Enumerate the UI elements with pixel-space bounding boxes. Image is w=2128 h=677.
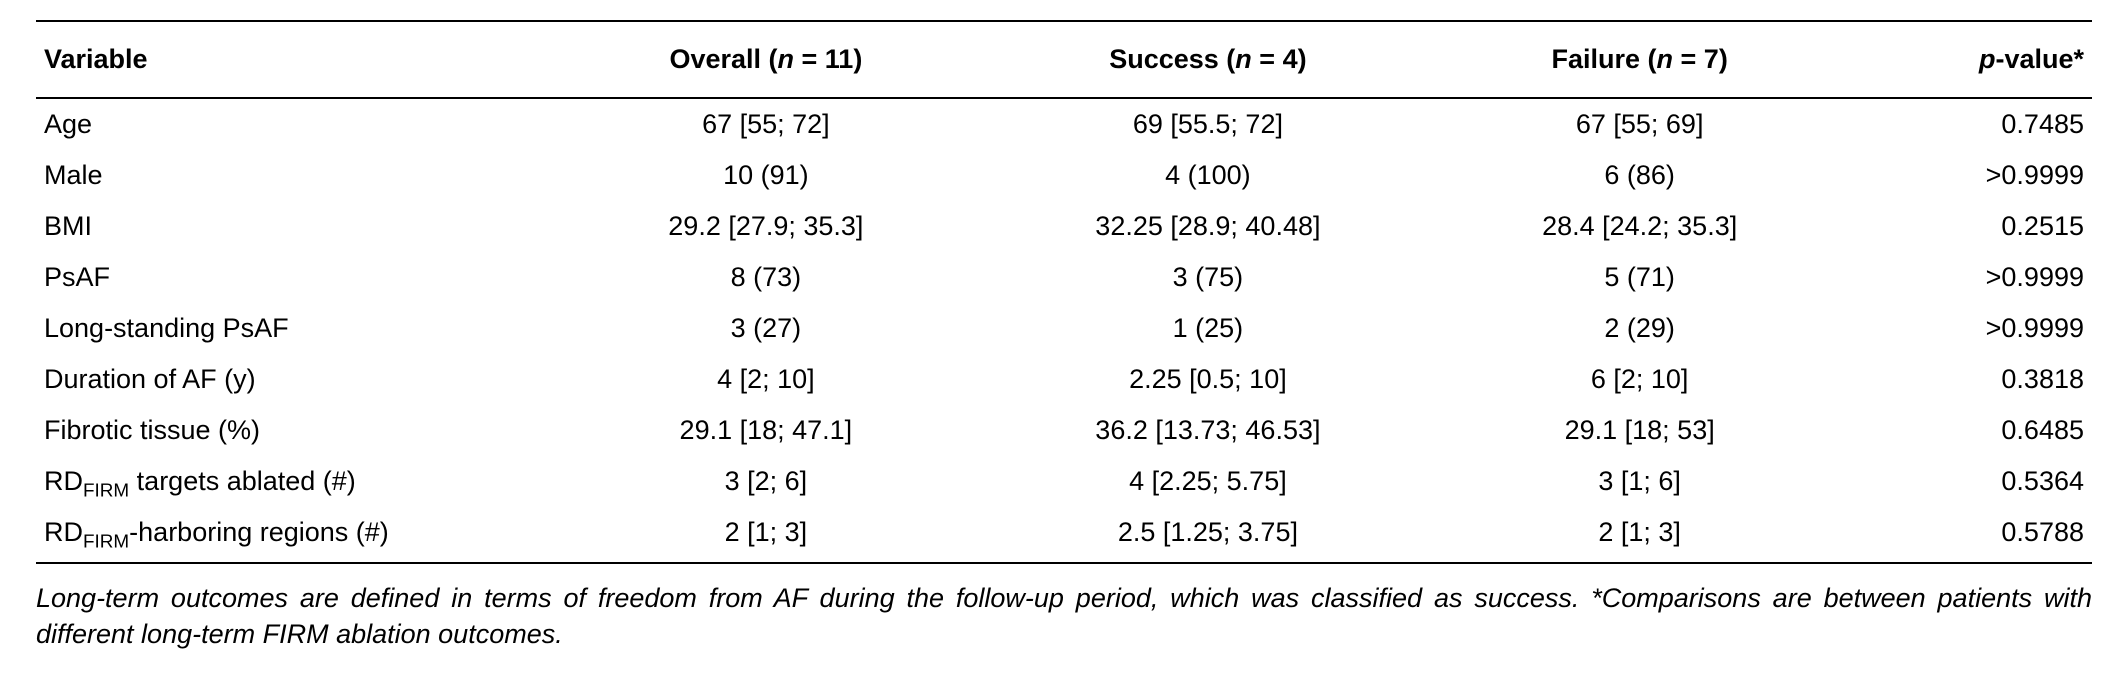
cell-success: 2.25 [0.5; 10] (982, 354, 1434, 405)
table-body: Age67 [55; 72]69 [55.5; 72]67 [55; 69]0.… (36, 98, 2092, 563)
table-footnote: Long-term outcomes are defined in terms … (36, 564, 2092, 653)
cell-overall: 29.1 [18; 47.1] (550, 405, 982, 456)
table-row: Age67 [55; 72]69 [55.5; 72]67 [55; 69]0.… (36, 98, 2092, 150)
data-table: Variable Overall (n = 11) Success (n = 4… (36, 20, 2092, 564)
cell-pvalue: 0.6485 (1845, 405, 2092, 456)
cell-success: 69 [55.5; 72] (982, 98, 1434, 150)
table-row: PsAF8 (73)3 (75)5 (71)>0.9999 (36, 252, 2092, 303)
table-row: Fibrotic tissue (%)29.1 [18; 47.1]36.2 [… (36, 405, 2092, 456)
row-label: Fibrotic tissue (%) (36, 405, 550, 456)
cell-overall: 2 [1; 3] (550, 507, 982, 563)
table-row: Duration of AF (y)4 [2; 10]2.25 [0.5; 10… (36, 354, 2092, 405)
cell-success: 36.2 [13.73; 46.53] (982, 405, 1434, 456)
cell-failure: 3 [1; 6] (1434, 456, 1845, 507)
col-header-variable: Variable (36, 21, 550, 98)
cell-success: 3 (75) (982, 252, 1434, 303)
cell-overall: 29.2 [27.9; 35.3] (550, 201, 982, 252)
cell-failure: 28.4 [24.2; 35.3] (1434, 201, 1845, 252)
col-header-success: Success (n = 4) (982, 21, 1434, 98)
col-header-failure: Failure (n = 7) (1434, 21, 1845, 98)
row-label: RDFIRM-harboring regions (#) (36, 507, 550, 563)
table-row: BMI29.2 [27.9; 35.3]32.25 [28.9; 40.48]2… (36, 201, 2092, 252)
row-label: Male (36, 150, 550, 201)
row-label: RDFIRM targets ablated (#) (36, 456, 550, 507)
table-container: Variable Overall (n = 11) Success (n = 4… (0, 0, 2128, 677)
cell-success: 1 (25) (982, 303, 1434, 354)
cell-success: 4 [2.25; 5.75] (982, 456, 1434, 507)
header-row: Variable Overall (n = 11) Success (n = 4… (36, 21, 2092, 98)
table-row: RDFIRM targets ablated (#)3 [2; 6]4 [2.2… (36, 456, 2092, 507)
cell-failure: 6 (86) (1434, 150, 1845, 201)
cell-overall: 8 (73) (550, 252, 982, 303)
cell-failure: 5 (71) (1434, 252, 1845, 303)
col-header-pvalue: p-value* (1845, 21, 2092, 98)
col-header-overall: Overall (n = 11) (550, 21, 982, 98)
table-row: Male10 (91)4 (100)6 (86)>0.9999 (36, 150, 2092, 201)
cell-pvalue: >0.9999 (1845, 303, 2092, 354)
cell-pvalue: >0.9999 (1845, 150, 2092, 201)
cell-overall: 4 [2; 10] (550, 354, 982, 405)
row-label: Long-standing PsAF (36, 303, 550, 354)
cell-overall: 10 (91) (550, 150, 982, 201)
cell-success: 32.25 [28.9; 40.48] (982, 201, 1434, 252)
cell-pvalue: 0.3818 (1845, 354, 2092, 405)
cell-success: 4 (100) (982, 150, 1434, 201)
cell-success: 2.5 [1.25; 3.75] (982, 507, 1434, 563)
cell-pvalue: 0.5364 (1845, 456, 2092, 507)
cell-pvalue: >0.9999 (1845, 252, 2092, 303)
row-label: Age (36, 98, 550, 150)
row-label: PsAF (36, 252, 550, 303)
cell-failure: 67 [55; 69] (1434, 98, 1845, 150)
table-row: RDFIRM-harboring regions (#)2 [1; 3]2.5 … (36, 507, 2092, 563)
cell-failure: 2 [1; 3] (1434, 507, 1845, 563)
cell-overall: 3 [2; 6] (550, 456, 982, 507)
cell-overall: 3 (27) (550, 303, 982, 354)
cell-pvalue: 0.7485 (1845, 98, 2092, 150)
cell-failure: 2 (29) (1434, 303, 1845, 354)
cell-failure: 29.1 [18; 53] (1434, 405, 1845, 456)
table-row: Long-standing PsAF3 (27)1 (25)2 (29)>0.9… (36, 303, 2092, 354)
row-label: BMI (36, 201, 550, 252)
row-label: Duration of AF (y) (36, 354, 550, 405)
cell-overall: 67 [55; 72] (550, 98, 982, 150)
cell-pvalue: 0.2515 (1845, 201, 2092, 252)
cell-pvalue: 0.5788 (1845, 507, 2092, 563)
cell-failure: 6 [2; 10] (1434, 354, 1845, 405)
